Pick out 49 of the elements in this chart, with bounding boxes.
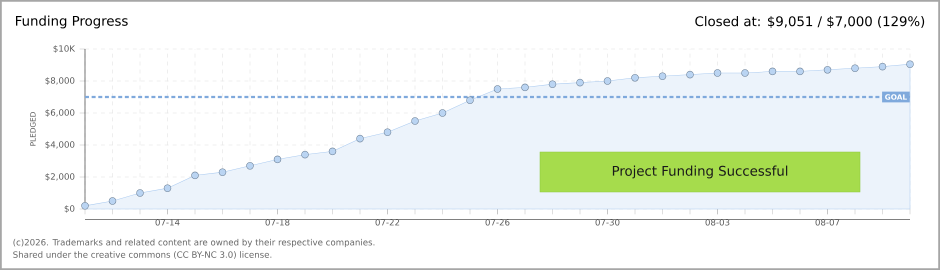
point bbox=[741, 69, 749, 77]
point bbox=[768, 68, 776, 76]
point bbox=[521, 84, 529, 92]
point bbox=[796, 68, 804, 76]
point bbox=[411, 117, 419, 125]
point bbox=[851, 64, 859, 72]
x-tick-label: 08-03 bbox=[706, 219, 730, 226]
x-tick-label: 07-30 bbox=[596, 219, 620, 226]
point bbox=[824, 66, 832, 74]
point bbox=[301, 150, 309, 158]
point bbox=[136, 189, 144, 197]
point bbox=[878, 62, 886, 70]
point bbox=[191, 172, 199, 180]
point bbox=[714, 69, 722, 77]
point bbox=[81, 202, 89, 210]
point bbox=[631, 74, 639, 82]
point bbox=[274, 156, 282, 164]
x-tick-label: 07-14 bbox=[156, 219, 180, 226]
y-tick-label: $10K bbox=[54, 45, 76, 53]
y-tick-label: $6,000 bbox=[45, 109, 74, 117]
point bbox=[548, 80, 556, 88]
x-tick-label: 07-18 bbox=[266, 219, 290, 226]
y-tick-label: $8,000 bbox=[45, 77, 74, 85]
point bbox=[576, 78, 584, 86]
point bbox=[658, 72, 666, 80]
annotation: Project Funding Successful bbox=[612, 166, 788, 178]
x-tick-label: 08-07 bbox=[816, 219, 840, 226]
point bbox=[494, 85, 502, 93]
point bbox=[246, 162, 254, 170]
y-tick-label: $0 bbox=[64, 205, 74, 213]
y-tick-label: $2,000 bbox=[45, 173, 74, 181]
chart-title: Funding Progress bbox=[16, 16, 128, 28]
point bbox=[686, 70, 694, 78]
chart-subtitle: Closed at: $9,051 / $7,000 (129%) bbox=[695, 16, 924, 28]
text: (c)2026. Trademarks and related content are owned by their respective companies. bbox=[13, 238, 374, 248]
point bbox=[356, 134, 364, 142]
point bbox=[328, 148, 336, 156]
text: Shared under the creative commons (CC BY-NC 3.0) license. bbox=[13, 251, 272, 259]
x-tick-label: 07-22 bbox=[376, 219, 400, 226]
point bbox=[906, 60, 914, 68]
point bbox=[108, 197, 116, 205]
point bbox=[218, 168, 226, 176]
y-tick-label: $4,000 bbox=[45, 141, 74, 149]
point bbox=[384, 128, 392, 136]
point bbox=[438, 109, 446, 117]
point bbox=[466, 96, 474, 104]
point bbox=[164, 184, 172, 192]
x-tick-label: 07-26 bbox=[486, 219, 510, 226]
point bbox=[604, 77, 612, 85]
